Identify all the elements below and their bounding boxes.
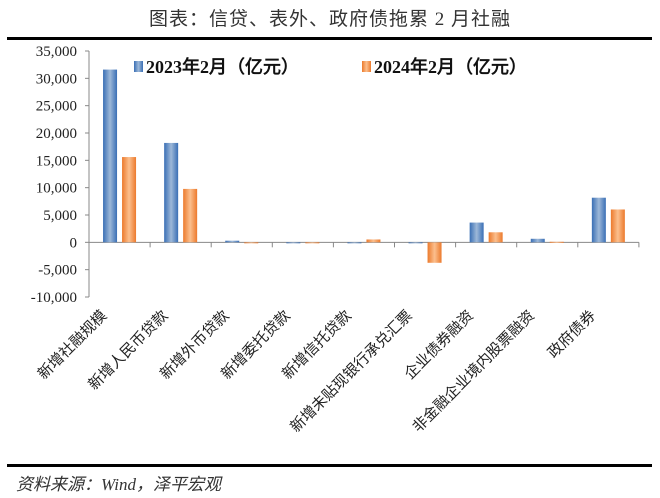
chart-title: 图表：信贷、表外、政府债拖累 2 月社融: [148, 9, 511, 30]
y-tick-label: 35,000: [36, 44, 77, 60]
x-category-label: 新增未贴现银行承兑汇票: [287, 307, 416, 436]
bar-2024: [549, 241, 564, 243]
bar-2023: [347, 242, 362, 244]
y-tick-label: 0: [70, 235, 78, 251]
legend-label: 2023年2月（亿元）: [146, 56, 299, 77]
legend-swatch-2023: [134, 61, 143, 72]
x-category-label: 非金融企业境内股票融资: [409, 306, 538, 435]
y-tick-label: 10,000: [36, 181, 77, 197]
y-tick-label: 30,000: [36, 71, 77, 87]
x-category-label: 政府债券: [545, 307, 599, 361]
y-tick-label: -5,000: [38, 263, 77, 279]
bar-2024: [183, 188, 198, 243]
bar-2023: [530, 238, 545, 243]
legend-swatch-2024: [362, 61, 371, 72]
bar-2023: [286, 242, 301, 244]
y-tick-label: 20,000: [36, 126, 77, 142]
y-tick-label: 15,000: [36, 153, 77, 169]
bar-2023: [591, 197, 606, 243]
source-note: 资料来源：Wind，泽平宏观: [16, 475, 221, 494]
y-tick-label: -10,000: [31, 290, 77, 306]
bar-2024: [427, 242, 442, 263]
bar-2023: [103, 69, 118, 243]
top-rule: [7, 37, 652, 40]
bar-2023: [164, 142, 179, 243]
bar-2024: [488, 232, 503, 243]
y-tick-label: 5,000: [43, 208, 77, 224]
bar-2024: [366, 239, 381, 243]
legend-label: 2024年2月（亿元）: [374, 56, 527, 77]
bar-2023: [469, 222, 484, 243]
y-tick-label: 25,000: [36, 99, 77, 115]
bar-2024: [244, 242, 259, 244]
bar-2024: [305, 242, 320, 244]
bar-2024: [610, 209, 625, 243]
bar-2023: [225, 240, 240, 243]
bar-2023: [408, 242, 423, 244]
bar-2024: [122, 157, 137, 243]
bottom-rule: [7, 464, 652, 467]
